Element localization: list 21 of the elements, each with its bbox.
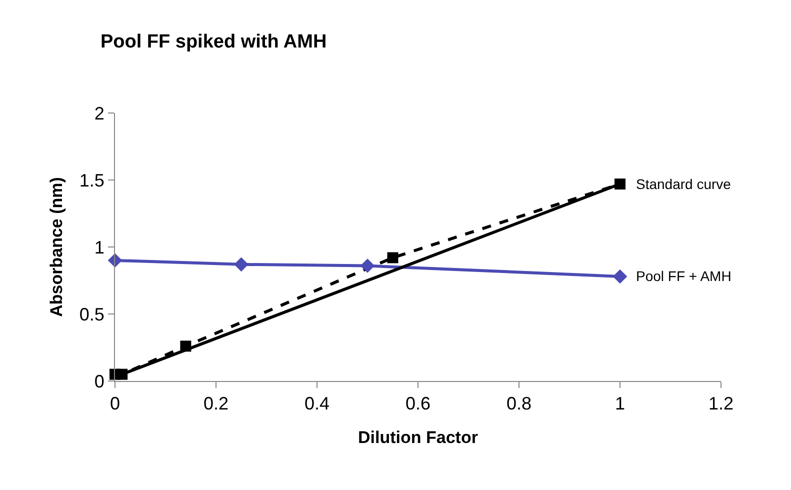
x-tick-label: 0.2 [203,394,229,414]
x-tick-label: 0 [110,394,120,414]
point [387,252,398,264]
y-tick-label: 0.5 [79,304,104,324]
point [360,258,375,273]
y-tick-label: 0 [94,371,104,392]
y-axis-title: Absorbance (nm) [46,177,66,317]
chart-title: Pool FF spiked with AMH [100,32,327,53]
x-axis-title: Dilution Factor [358,428,478,447]
y-tick-label: 2 [94,103,104,124]
x-tick-label: 0.6 [405,394,431,414]
point [612,269,628,284]
y-tick-label: 1.5 [79,170,104,190]
series-label: Standard curve [636,176,732,192]
series-label: Pool FF + AMH [636,268,732,284]
x-tick-label: 1.2 [708,394,734,414]
x-tick-label: 0.4 [304,394,330,414]
point [234,257,248,272]
y-tick-label: 1 [94,237,104,258]
x-tick-label: 1 [614,394,626,414]
x-tick-label: 0.8 [506,394,532,414]
